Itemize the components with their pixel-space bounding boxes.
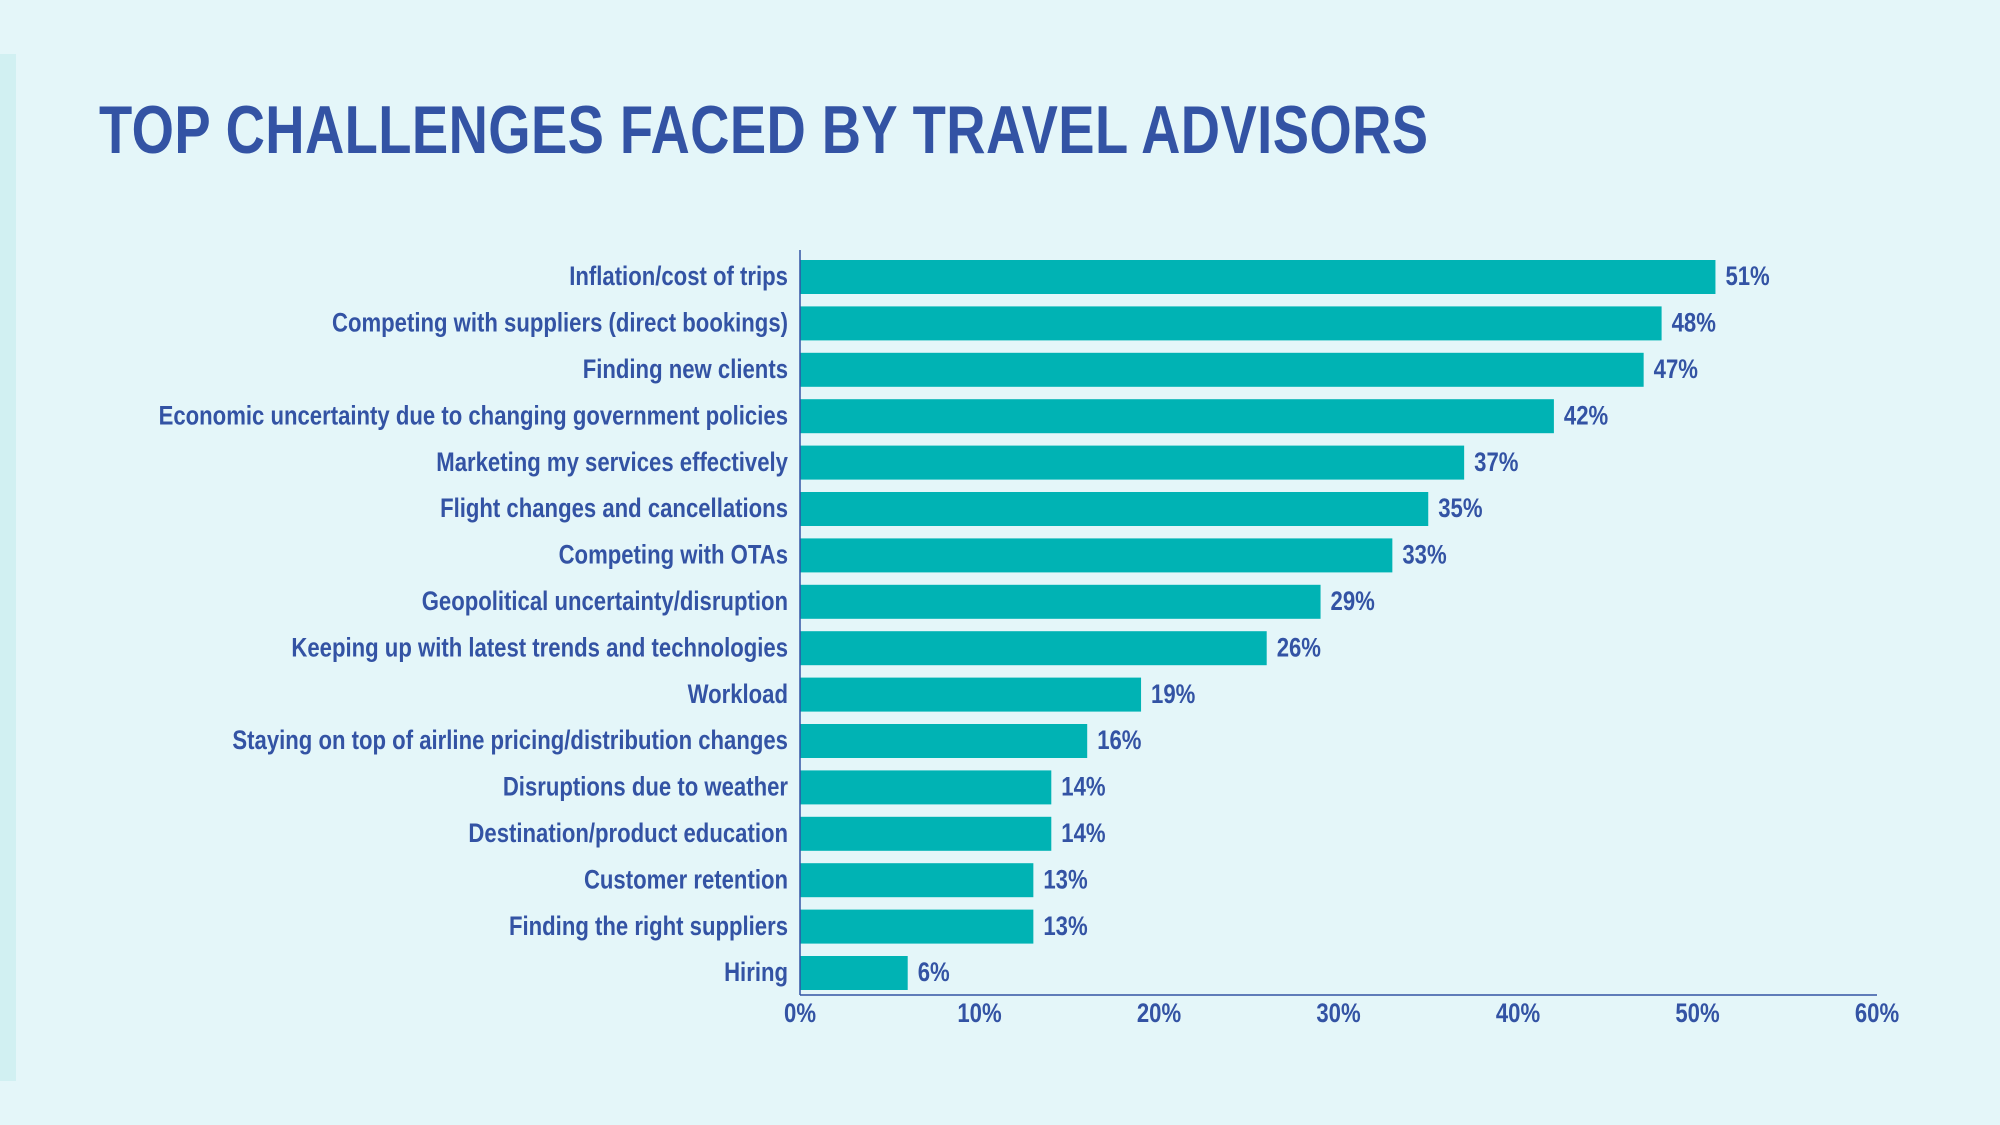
category-label: Workload bbox=[688, 680, 788, 710]
bar bbox=[800, 863, 1034, 898]
value-label: 42% bbox=[1564, 401, 1608, 431]
category-label: Hiring bbox=[724, 958, 788, 988]
x-tick-label: 50% bbox=[1675, 999, 1719, 1029]
category-label: Competing with OTAs bbox=[559, 541, 788, 571]
value-label: 51% bbox=[1725, 262, 1769, 292]
value-label: 13% bbox=[1043, 865, 1087, 895]
value-label: 48% bbox=[1672, 309, 1716, 339]
category-label: Geopolitical uncertainty/disruption bbox=[422, 587, 788, 617]
bar bbox=[800, 956, 908, 990]
category-label: Disruptions due to weather bbox=[503, 773, 789, 803]
bar bbox=[800, 677, 1142, 712]
category-label: Finding the right suppliers bbox=[509, 912, 788, 942]
category-label: Inflation/cost of trips bbox=[569, 262, 788, 292]
bar bbox=[800, 538, 1393, 573]
left-accent-strip bbox=[0, 54, 16, 1081]
category-label: Finding new clients bbox=[583, 355, 788, 385]
value-label: 29% bbox=[1331, 587, 1375, 617]
x-tick-label: 40% bbox=[1496, 999, 1540, 1029]
bar bbox=[800, 260, 1716, 294]
category-label: Staying on top of airline pricing/distri… bbox=[232, 726, 788, 756]
x-tick-label: 10% bbox=[957, 999, 1001, 1029]
bar bbox=[800, 584, 1321, 619]
chart-title: TOP CHALLENGES FACED BY TRAVEL ADVISORS bbox=[99, 92, 1429, 168]
value-label: 13% bbox=[1043, 912, 1087, 942]
bar bbox=[800, 492, 1429, 526]
category-label: Economic uncertainty due to changing gov… bbox=[159, 401, 788, 431]
value-label: 37% bbox=[1474, 448, 1518, 478]
value-label: 6% bbox=[918, 958, 950, 988]
category-label: Marketing my services effectively bbox=[436, 448, 788, 478]
x-tick-label: 60% bbox=[1855, 999, 1899, 1029]
x-tick-label: 0% bbox=[784, 999, 816, 1029]
category-label: Customer retention bbox=[584, 865, 788, 895]
bar bbox=[800, 631, 1267, 666]
bar bbox=[800, 816, 1052, 851]
category-label: Competing with suppliers (direct booking… bbox=[332, 309, 788, 339]
bar bbox=[800, 770, 1052, 805]
bar bbox=[800, 909, 1034, 944]
category-label: Destination/product education bbox=[468, 819, 788, 849]
value-label: 26% bbox=[1277, 633, 1321, 663]
value-label: 14% bbox=[1061, 773, 1105, 803]
value-label: 47% bbox=[1654, 355, 1698, 385]
x-tick-label: 30% bbox=[1316, 999, 1360, 1029]
value-label: 35% bbox=[1438, 494, 1482, 524]
value-label: 14% bbox=[1061, 819, 1105, 849]
bar bbox=[800, 445, 1465, 480]
bar bbox=[800, 306, 1662, 341]
value-label: 33% bbox=[1402, 541, 1446, 571]
value-label: 16% bbox=[1097, 726, 1141, 756]
bar bbox=[800, 352, 1644, 387]
x-tick-label: 20% bbox=[1137, 999, 1181, 1029]
category-label: Keeping up with latest trends and techno… bbox=[291, 633, 788, 663]
category-label: Flight changes and cancellations bbox=[440, 494, 788, 524]
bar bbox=[800, 399, 1554, 434]
value-label: 19% bbox=[1151, 680, 1195, 710]
bar bbox=[800, 724, 1088, 758]
